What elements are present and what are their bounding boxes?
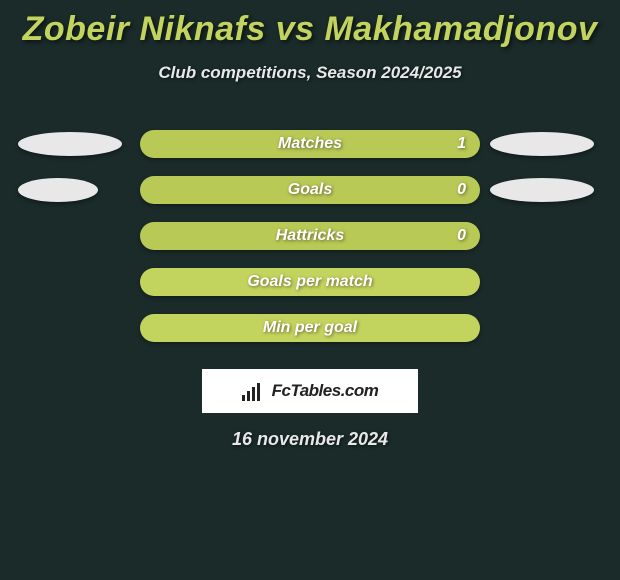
stat-value: 1	[457, 135, 466, 153]
stat-value: 0	[457, 227, 466, 245]
ellipse-icon	[18, 132, 122, 156]
stat-label: Min per goal	[263, 319, 357, 337]
stat-row-hattricks: Hattricks 0	[10, 213, 610, 259]
stat-bar: Matches 1	[140, 130, 480, 158]
stat-row-min-per-goal: Min per goal	[10, 305, 610, 351]
brand-text: FcTables.com	[272, 381, 379, 401]
stat-label: Goals	[288, 181, 332, 199]
stats-area: Matches 1 Goals 0 Hattricks 0 Goals per …	[0, 121, 620, 450]
stat-bar: Goals 0	[140, 176, 480, 204]
stat-label: Hattricks	[276, 227, 344, 245]
stat-bar: Min per goal	[140, 314, 480, 342]
stat-row-goals-per-match: Goals per match	[10, 259, 610, 305]
stat-label: Goals per match	[247, 273, 372, 291]
stat-row-goals: Goals 0	[10, 167, 610, 213]
ellipse-icon	[490, 178, 594, 202]
stat-bar: Hattricks 0	[140, 222, 480, 250]
stat-label: Matches	[278, 135, 342, 153]
page-subtitle: Club competitions, Season 2024/2025	[0, 63, 620, 83]
stat-bar: Goals per match	[140, 268, 480, 296]
chart-icon	[242, 381, 266, 401]
brand-box: FcTables.com	[202, 369, 418, 413]
page-title: Zobeir Niknafs vs Makhamadjonov	[0, 0, 620, 49]
stat-value: 0	[457, 181, 466, 199]
date-label: 16 november 2024	[10, 429, 610, 450]
ellipse-icon	[18, 178, 98, 202]
stat-row-matches: Matches 1	[10, 121, 610, 167]
ellipse-icon	[490, 132, 594, 156]
